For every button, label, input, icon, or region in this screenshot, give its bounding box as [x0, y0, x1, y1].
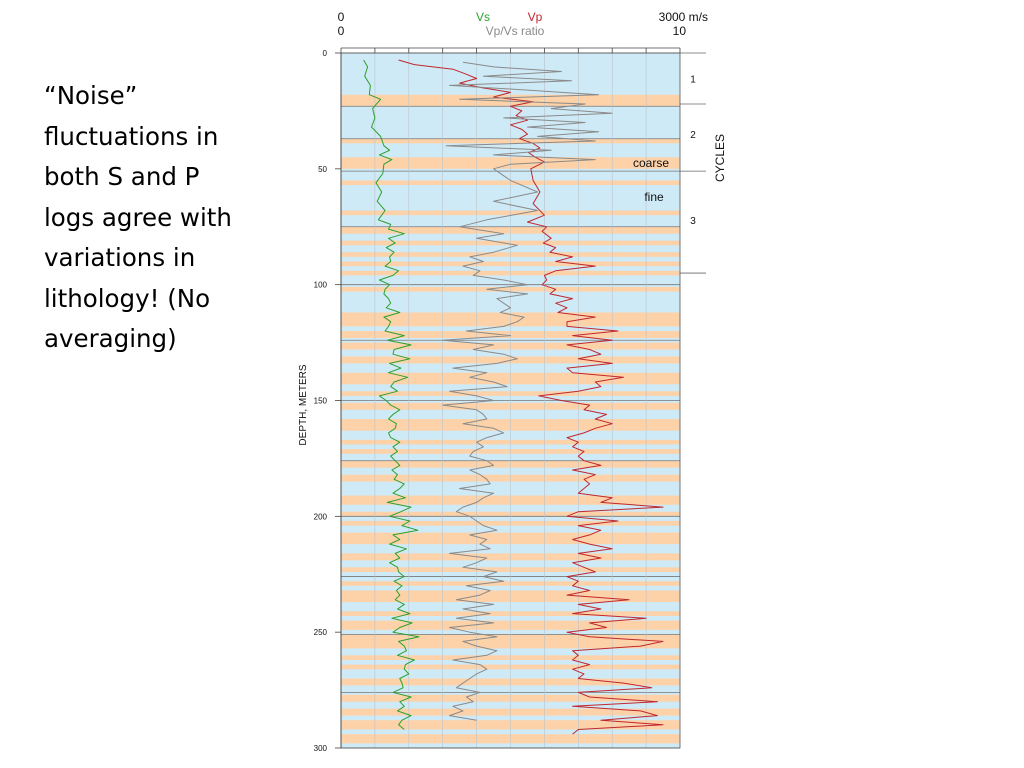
- legend-vp: Vp: [528, 10, 543, 24]
- coarse-annotation: coarse: [633, 156, 669, 170]
- cycle-label: 1: [690, 74, 696, 85]
- ratio-axis-title: Vp/Vs ratio: [486, 24, 545, 38]
- y-axis-label: DEPTH, METERS: [298, 364, 309, 445]
- cycles-title: CYCLES: [713, 134, 727, 182]
- caption-line: averaging): [44, 324, 177, 353]
- y-tick-label: 150: [314, 397, 328, 406]
- y-tick-label: 250: [314, 628, 328, 637]
- y-tick-label: 0: [323, 49, 328, 58]
- caption-line: lithology! (No: [44, 283, 211, 313]
- caption-line: fluctuations in: [44, 121, 219, 151]
- velocity-min-label: 0: [338, 10, 345, 24]
- legend-vs: Vs: [476, 10, 490, 24]
- y-tick-label: 300: [314, 744, 328, 753]
- y-tick-label: 100: [314, 281, 328, 290]
- slide-caption: “Noise” fluctuations in both S and P log…: [44, 76, 284, 360]
- ratio-min-label: 0: [338, 24, 345, 38]
- ratio-max-label: 10: [673, 24, 687, 38]
- y-tick-label: 200: [314, 512, 328, 521]
- vp-series-line: [398, 59, 664, 735]
- fine-annotation: fine: [644, 190, 664, 204]
- cycle-label: 2: [690, 130, 696, 141]
- caption-line: “Noise”: [44, 81, 138, 110]
- cycle-label: 3: [690, 216, 696, 227]
- caption-line: both S and P: [44, 162, 200, 191]
- caption-line: variations in: [44, 243, 196, 272]
- vpvs-ratio-series-line: [442, 61, 613, 721]
- velocity-max-label: 3000 m/s: [659, 10, 708, 24]
- caption-line: logs agree with: [44, 202, 232, 232]
- vs-series-line: [363, 59, 420, 730]
- y-tick-label: 50: [318, 165, 327, 174]
